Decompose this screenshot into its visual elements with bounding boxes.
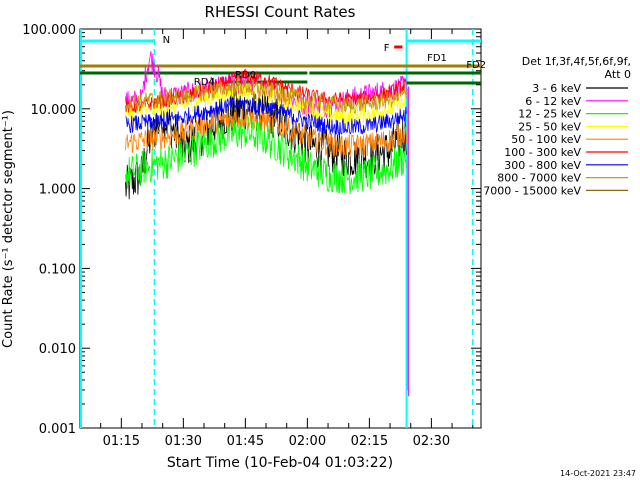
- x-tick-labels: 01:15 01:30 01:45 02:00 02:15 02:30: [103, 434, 451, 449]
- annotation-rd0: RD0: [235, 70, 256, 81]
- x-tick-label: 01:15: [103, 434, 140, 449]
- x-tick-label: 01:45: [227, 434, 264, 449]
- x-tick-label: 02:00: [289, 434, 326, 449]
- footer-date: 14-Oct-2021 23:47: [560, 469, 636, 478]
- series-line: [125, 107, 407, 159]
- annotation-n: N: [163, 35, 170, 46]
- x-tick-label: 02:30: [413, 434, 450, 449]
- series-line: [125, 116, 407, 195]
- x-tick-label: 01:30: [165, 434, 202, 449]
- y-tick-label: 0.001: [39, 422, 76, 437]
- annotation-fd2: FD2: [466, 60, 486, 71]
- x-tick-label: 02:15: [351, 434, 388, 449]
- series-line: [125, 95, 407, 137]
- series-line: [125, 77, 407, 114]
- legend-label: 800 - 7000 keV: [497, 172, 581, 185]
- legend-label: 3 - 6 keV: [532, 82, 581, 95]
- y-axis-label: Count Rate (s⁻¹ detector segment⁻¹): [1, 110, 16, 348]
- y-tick-label: 0.010: [39, 342, 76, 357]
- y-tick-label: 0.100: [39, 262, 76, 277]
- legend-label: 12 - 25 keV: [518, 108, 581, 121]
- legend-subtitle: Att 0: [605, 68, 631, 81]
- annotation-rd4: RD4: [194, 77, 215, 88]
- legend-label: 300 - 800 keV: [504, 159, 581, 172]
- axis-ticks: [79, 28, 481, 429]
- legend-label: 7000 - 15000 keV: [483, 184, 581, 197]
- legend-label: 100 - 300 keV: [504, 146, 581, 159]
- y-tick-label: 100.000: [22, 23, 76, 38]
- x-axis-label: Start Time (10-Feb-04 01:03:22): [167, 455, 393, 471]
- legend-label: 25 - 50 keV: [518, 120, 581, 133]
- y-tick-label: 1.000: [39, 183, 76, 198]
- annotation-fd1: FD1: [427, 53, 447, 64]
- legend-label: 50 - 100 keV: [511, 133, 581, 146]
- y-tick-label: 10.000: [31, 103, 77, 118]
- series-lines: [125, 50, 410, 397]
- legend-title: Det 1f,3f,4f,5f,6f,9f,: [522, 55, 631, 68]
- y-tick-labels: 0.001 0.010 0.100 1.000 10.000 100.000: [22, 23, 76, 437]
- legend: Det 1f,3f,4f,5f,6f,9f, Att 0 3 - 6 keV6 …: [483, 55, 631, 197]
- chart-title: RHESSI Count Rates: [205, 3, 356, 21]
- annotation-f: F: [384, 43, 390, 54]
- annotations: N F FD1 FD2 RD0 RD4: [163, 35, 486, 88]
- legend-label: 6 - 12 keV: [525, 95, 581, 108]
